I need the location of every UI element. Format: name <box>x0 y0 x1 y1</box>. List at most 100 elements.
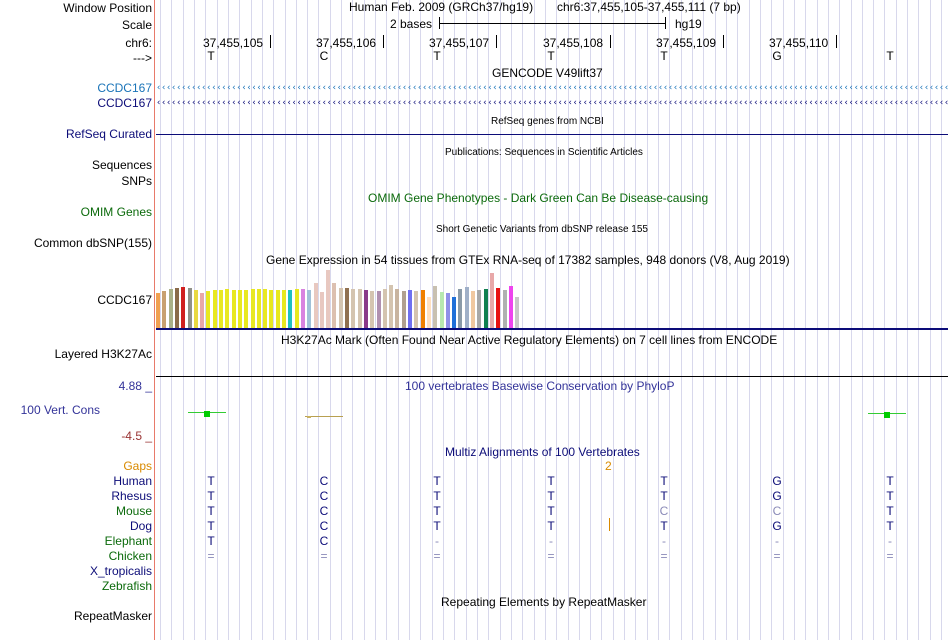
conservation-track-label[interactable]: 100 Vert. Cons <box>20 403 100 417</box>
coordinate-tick <box>383 35 384 48</box>
phylop-score-1[interactable] <box>204 411 210 417</box>
gtex-tissue-bar[interactable] <box>452 297 457 328</box>
species-label-human[interactable]: Human <box>113 474 152 488</box>
gtex-tissue-bar[interactable] <box>515 297 520 328</box>
gtex-tissue-bar[interactable] <box>382 289 387 328</box>
gencode-transcript-2[interactable]: ‹‹‹‹‹‹‹‹‹‹‹‹‹‹‹‹‹‹‹‹‹‹‹‹‹‹‹‹‹‹‹‹‹‹‹‹‹‹‹‹… <box>156 99 948 107</box>
gtex-tissue-bar[interactable] <box>345 288 349 328</box>
gtex-tissue-bar[interactable] <box>300 289 305 328</box>
conservation-track-title: 100 vertebrates Basewise Conservation by… <box>405 379 675 393</box>
gtex-tissue-bar[interactable] <box>181 287 186 328</box>
gtex-tissue-bar[interactable] <box>269 290 274 328</box>
gtex-tissue-bar[interactable] <box>244 290 249 328</box>
gtex-tissue-bar[interactable] <box>288 290 293 328</box>
gaps-count[interactable]: 2 <box>605 459 612 473</box>
gtex-tissue-bar[interactable] <box>408 290 412 328</box>
gtex-tissue-bar[interactable] <box>445 293 450 328</box>
gtex-tissue-bar[interactable] <box>414 291 419 328</box>
gtex-tissue-bar[interactable] <box>206 291 211 328</box>
gtex-tissue-bar[interactable] <box>401 291 406 328</box>
gtex-tissue-bar[interactable] <box>489 273 494 328</box>
species-label-zebrafish[interactable]: Zebrafish <box>101 579 152 593</box>
gtex-tissue-bar[interactable] <box>420 290 425 328</box>
gtex-tissue-bar[interactable] <box>294 289 299 328</box>
alignment-base: T <box>886 519 894 533</box>
gtex-tissue-bar[interactable] <box>313 283 318 328</box>
gtex-tissue-bar[interactable] <box>389 285 394 328</box>
gtex-tissue-bar[interactable] <box>162 291 167 328</box>
gridline <box>839 0 840 640</box>
refseq-gene-line[interactable] <box>156 134 948 135</box>
alignment-base: = <box>207 549 215 563</box>
gtex-tissue-bar[interactable] <box>156 293 160 328</box>
gtex-tissue-bar[interactable] <box>433 286 438 328</box>
species-label-mouse[interactable]: Mouse <box>115 504 152 518</box>
gtex-tissue-bar[interactable] <box>458 289 463 328</box>
gtex-tissue-bar[interactable] <box>477 290 482 328</box>
repeatmasker-track-label[interactable]: RepeatMasker <box>73 609 152 623</box>
gtex-tissue-bar[interactable] <box>363 290 368 328</box>
reference-base: T <box>207 49 215 63</box>
h3k27ac-track-label[interactable]: Layered H3K27Ac <box>54 347 152 361</box>
alignment-base: C <box>772 504 782 518</box>
gtex-tissue-bar[interactable] <box>237 290 242 328</box>
gtex-tissue-bar[interactable] <box>231 290 236 328</box>
species-label-x_tropicalis[interactable]: X_tropicalis <box>89 564 152 578</box>
dbsnp-track-label[interactable]: Common dbSNP(155) <box>33 236 152 250</box>
gtex-tissue-bar[interactable] <box>376 291 381 328</box>
gtex-tissue-bar[interactable] <box>200 293 205 328</box>
gtex-gene-line[interactable] <box>156 328 948 330</box>
gtex-tissue-bar[interactable] <box>282 290 286 328</box>
gtex-tissue-bar[interactable] <box>263 289 268 328</box>
gtex-tissue-bar[interactable] <box>168 289 173 328</box>
phylop-score-3[interactable] <box>884 412 890 418</box>
gtex-tissue-bar[interactable] <box>212 290 217 328</box>
gtex-tissue-bar[interactable] <box>307 290 312 328</box>
snps-track-label[interactable]: SNPs <box>121 174 152 188</box>
species-label-elephant[interactable]: Elephant <box>104 534 152 548</box>
gtex-tissue-bar[interactable] <box>219 290 223 328</box>
publications-track-label[interactable]: Sequences <box>91 158 152 172</box>
gtex-tissue-bar[interactable] <box>193 290 198 328</box>
gtex-tissue-bar[interactable] <box>174 288 179 328</box>
gtex-tissue-bar[interactable] <box>508 286 513 328</box>
refseq-track-label[interactable]: RefSeq Curated <box>65 127 152 141</box>
dog-insertion-marker[interactable] <box>609 518 610 531</box>
gencode-track-label-1[interactable]: CCDC167 <box>97 81 152 95</box>
gtex-tissue-bar[interactable] <box>275 290 280 328</box>
gaps-label[interactable]: Gaps <box>123 459 152 473</box>
publications-track-title: Publications: Sequences in Scientific Ar… <box>445 147 643 158</box>
gtex-tissue-bar[interactable] <box>250 289 255 328</box>
gencode-transcript-1[interactable]: ‹‹‹‹‹‹‹‹‹‹‹‹‹‹‹‹‹‹‹‹‹‹‹‹‹‹‹‹‹‹‹‹‹‹‹‹‹‹‹‹… <box>156 84 948 92</box>
gtex-tissue-bar[interactable] <box>370 291 375 328</box>
species-label-dog[interactable]: Dog <box>129 519 152 533</box>
gtex-tissue-bar[interactable] <box>319 292 324 328</box>
gtex-bar-chart[interactable] <box>156 268 536 328</box>
species-label-chicken[interactable]: Chicken <box>108 549 152 563</box>
scale-label: Scale <box>121 18 152 32</box>
gtex-tissue-bar[interactable] <box>332 283 337 328</box>
omim-track-label[interactable]: OMIM Genes <box>80 205 152 219</box>
gtex-tissue-bar[interactable] <box>187 288 192 328</box>
gtex-tissue-bar[interactable] <box>326 270 331 328</box>
gtex-tissue-bar[interactable] <box>483 289 488 328</box>
coordinate-tick <box>496 35 497 48</box>
gtex-tissue-bar[interactable] <box>357 289 362 328</box>
alignment-base: T <box>207 504 215 518</box>
gtex-tissue-bar[interactable] <box>502 290 507 328</box>
gtex-tissue-bar[interactable] <box>338 288 343 328</box>
gtex-tissue-bar[interactable] <box>471 291 475 328</box>
gtex-track-label[interactable]: CCDC167 <box>97 293 152 307</box>
gtex-tissue-bar[interactable] <box>225 289 230 328</box>
gtex-tissue-bar[interactable] <box>426 297 431 328</box>
gtex-tissue-bar[interactable] <box>256 289 261 328</box>
gtex-tissue-bar[interactable] <box>351 289 356 328</box>
gencode-track-label-2[interactable]: CCDC167 <box>97 96 152 110</box>
gtex-tissue-bar[interactable] <box>395 289 400 328</box>
phylop-score-2[interactable] <box>307 416 311 418</box>
gtex-tissue-bar[interactable] <box>464 287 469 328</box>
gtex-tissue-bar[interactable] <box>439 292 444 328</box>
species-label-rhesus[interactable]: Rhesus <box>111 489 152 503</box>
gtex-tissue-bar[interactable] <box>496 288 501 328</box>
